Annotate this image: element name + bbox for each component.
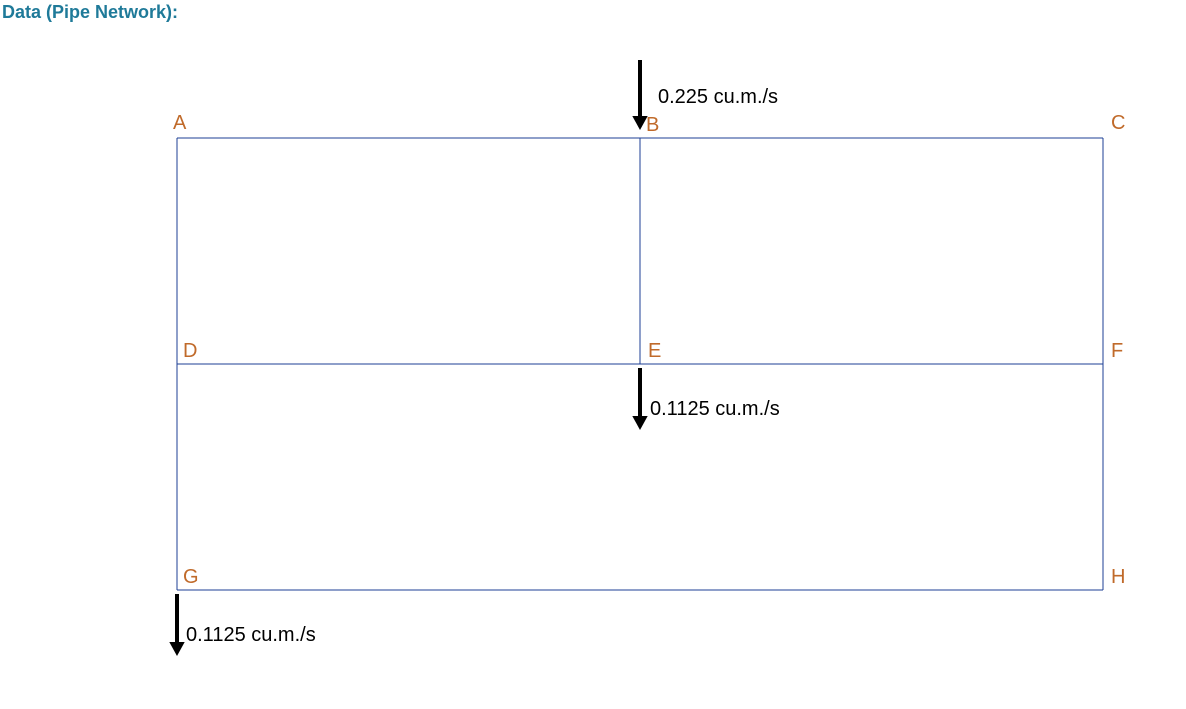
node-label-d: D	[183, 340, 197, 363]
pipe-network-diagram	[0, 0, 1186, 709]
flow-label-e: 0.1125 cu.m./s	[650, 398, 780, 421]
flow-label-g: 0.1125 cu.m./s	[186, 624, 316, 647]
node-label-a: A	[173, 112, 186, 135]
node-label-h: H	[1111, 566, 1125, 589]
node-label-c: C	[1111, 112, 1125, 135]
node-label-f: F	[1111, 340, 1123, 363]
node-label-e: E	[648, 340, 661, 363]
node-label-g: G	[183, 566, 199, 589]
flow-label-b: 0.225 cu.m./s	[658, 86, 778, 109]
node-label-b: B	[646, 114, 659, 137]
